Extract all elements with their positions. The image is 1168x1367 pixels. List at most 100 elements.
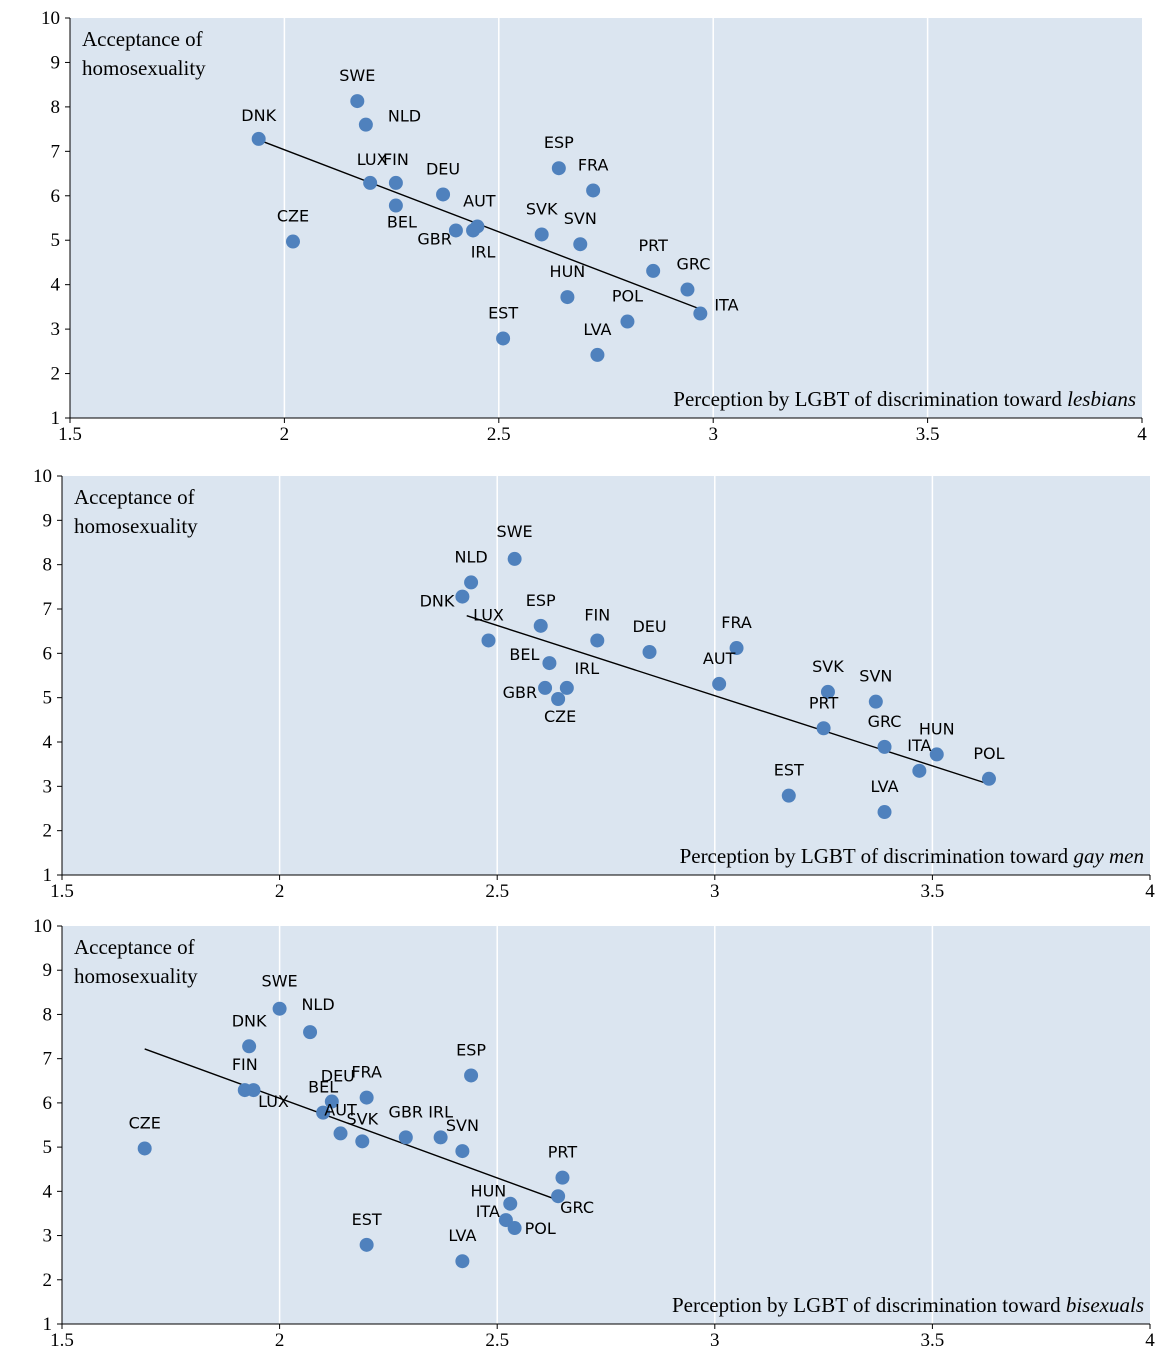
point-grc bbox=[877, 739, 892, 754]
y-tick-label: 1 bbox=[43, 1314, 53, 1335]
point-label-aut: AUT bbox=[324, 1100, 357, 1119]
point-irl bbox=[559, 680, 574, 695]
point-label-hun: HUN bbox=[550, 262, 586, 281]
point-label-prt: PRT bbox=[638, 236, 668, 255]
point-label-est: EST bbox=[352, 1210, 382, 1229]
x-tick-label: 2.5 bbox=[485, 1330, 509, 1351]
y-tick-label: 5 bbox=[43, 1137, 53, 1158]
point-swe bbox=[507, 551, 522, 566]
point-dnk bbox=[242, 1039, 257, 1054]
point-label-prt: PRT bbox=[548, 1143, 578, 1162]
x-tick-label: 4 bbox=[1137, 424, 1147, 445]
point-deu bbox=[436, 187, 451, 202]
y-tick-label: 7 bbox=[43, 1049, 53, 1070]
point-bel bbox=[316, 1105, 331, 1120]
point-label-dnk: DNK bbox=[241, 106, 276, 125]
point-fra bbox=[729, 641, 744, 656]
y-tick-label: 6 bbox=[43, 643, 53, 664]
y-axis-title-line1: Acceptance of bbox=[74, 935, 195, 959]
x-tick-label: 3 bbox=[710, 1330, 720, 1351]
y-axis-title-line1: Acceptance of bbox=[82, 27, 203, 51]
point-lva bbox=[590, 347, 605, 362]
point-esp bbox=[533, 618, 548, 633]
point-nld bbox=[358, 117, 373, 132]
x-tick-label: 2 bbox=[280, 424, 290, 445]
x-tick-label: 2.5 bbox=[487, 424, 511, 445]
y-tick-label: 1 bbox=[43, 865, 53, 886]
point-gbr bbox=[448, 223, 463, 238]
point-label-dnk: DNK bbox=[420, 592, 455, 611]
point-label-svn: SVN bbox=[859, 667, 892, 686]
x-tick-label: 1.5 bbox=[58, 424, 82, 445]
point-label-aut: AUT bbox=[463, 191, 496, 210]
point-swe bbox=[272, 1001, 287, 1016]
point-aut bbox=[712, 676, 727, 691]
point-label-cze: CZE bbox=[129, 1113, 161, 1132]
point-hun bbox=[929, 747, 944, 762]
point-svk bbox=[534, 227, 549, 242]
x-tick-label: 3.5 bbox=[921, 881, 945, 902]
panel-lesbians: 1 2 3 4 5 6 7 8 9 10 1.5 2 2.5 3 3.5 4 Acceptance of homo… bbox=[41, 8, 1147, 445]
point-label-svn: SVN bbox=[564, 209, 597, 228]
x-tick-label: 3.5 bbox=[916, 424, 940, 445]
point-prt bbox=[646, 263, 661, 278]
point-ita bbox=[693, 306, 708, 321]
y-tick-label: 8 bbox=[43, 1004, 53, 1025]
point-nld bbox=[303, 1025, 318, 1040]
y-tick-label: 10 bbox=[41, 8, 60, 29]
point-lux bbox=[363, 175, 378, 190]
point-lva bbox=[877, 805, 892, 820]
point-label-svn: SVN bbox=[446, 1116, 479, 1135]
y-tick-label: 7 bbox=[51, 141, 61, 162]
y-tick-label: 6 bbox=[43, 1093, 53, 1114]
point-irl bbox=[466, 223, 481, 238]
point-est bbox=[781, 788, 796, 803]
x-tick-label: 1.5 bbox=[50, 1330, 74, 1351]
point-lux bbox=[481, 633, 496, 648]
x-tick-label: 4 bbox=[1145, 1330, 1155, 1351]
point-label-lva: LVA bbox=[448, 1226, 476, 1245]
y-tick-label: 4 bbox=[43, 1181, 53, 1202]
y-tick-label: 10 bbox=[33, 466, 52, 487]
y-tick-label: 9 bbox=[51, 52, 61, 73]
point-label-esp: ESP bbox=[526, 591, 556, 610]
y-tick-label: 10 bbox=[33, 916, 52, 937]
point-hun bbox=[503, 1196, 518, 1211]
x-axis-title: Perception by LGBT of discrimination tow… bbox=[672, 1293, 1144, 1317]
point-dnk bbox=[251, 131, 266, 146]
x-axis-title-group: gay men bbox=[1073, 844, 1144, 868]
point-esp bbox=[464, 1068, 479, 1083]
point-label-nld: NLD bbox=[454, 547, 487, 566]
y-tick-label: 5 bbox=[43, 688, 53, 709]
point-hun bbox=[560, 290, 575, 305]
point-label-irl: IRL bbox=[574, 659, 599, 678]
point-label-bel: BEL bbox=[509, 645, 539, 664]
point-label-fra: FRA bbox=[351, 1063, 382, 1082]
point-label-gbr: GBR bbox=[417, 229, 452, 248]
point-label-svk: SVK bbox=[346, 1109, 378, 1128]
point-label-fra: FRA bbox=[578, 155, 609, 174]
point-label-grc: GRC bbox=[868, 712, 902, 731]
point-est bbox=[359, 1237, 374, 1252]
y-axis-title-line2: homosexuality bbox=[82, 56, 206, 80]
point-label-fin: FIN bbox=[584, 605, 610, 624]
point-pol bbox=[507, 1221, 522, 1236]
point-label-deu: DEU bbox=[632, 617, 666, 636]
point-pol bbox=[620, 314, 635, 329]
point-label-grc: GRC bbox=[677, 255, 711, 274]
y-tick-label: 2 bbox=[43, 1270, 53, 1291]
point-label-pol: POL bbox=[973, 744, 1004, 763]
point-label-deu: DEU bbox=[321, 1067, 355, 1086]
y-axis-title-line1: Acceptance of bbox=[74, 485, 195, 509]
point-label-lva: LVA bbox=[871, 777, 899, 796]
point-label-cze: CZE bbox=[544, 707, 576, 726]
y-tick-label: 2 bbox=[43, 821, 53, 842]
point-grc bbox=[551, 1189, 566, 1204]
point-label-fin: FIN bbox=[232, 1055, 258, 1074]
point-prt bbox=[555, 1170, 570, 1185]
point-label-svk: SVK bbox=[526, 199, 558, 218]
point-label-gbr: GBR bbox=[503, 683, 538, 702]
x-tick-label: 2 bbox=[275, 1330, 285, 1351]
y-tick-label: 2 bbox=[51, 364, 61, 385]
panel-bisexuals: 1 2 3 4 5 6 7 8 9 10 1.5 2 2.5 3 3.5 4 Acceptance of homo… bbox=[33, 916, 1155, 1351]
